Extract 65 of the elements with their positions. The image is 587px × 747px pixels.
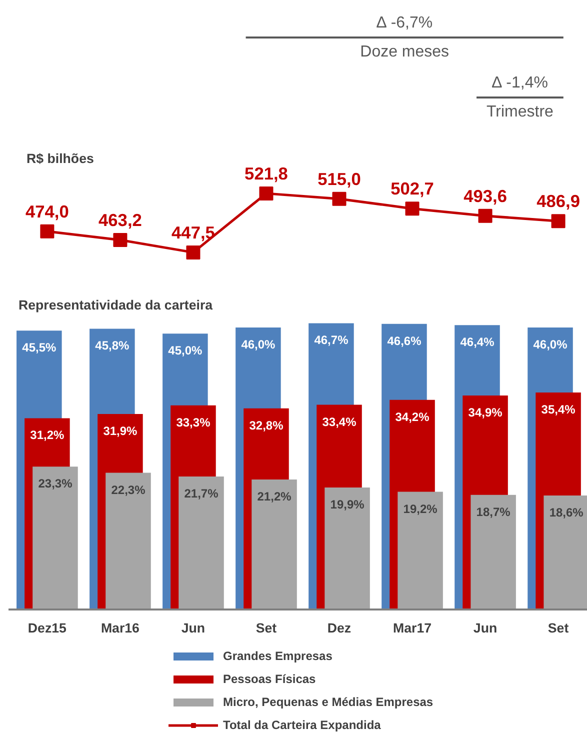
point (405, 202, 420, 216)
point (40, 224, 54, 238)
data-label: 21,2% (257, 490, 292, 504)
data-label: 22,3% (111, 482, 146, 497)
data-label: 21,7% (184, 486, 219, 500)
data-label: 32,8% (249, 418, 284, 432)
data-label: 23,3% (38, 476, 73, 491)
data-label: 493,6 (464, 186, 508, 206)
data-label: 46,0% (241, 338, 276, 352)
point (259, 186, 274, 200)
data-label: 34,2% (395, 410, 430, 424)
chart-title: Representatividade da carteira (18, 298, 214, 312)
data-label: 46,4% (460, 335, 495, 350)
data-label: 515,0 (318, 168, 361, 189)
data-label: 45,5% (22, 340, 57, 355)
x-tick-label: Jun (473, 620, 498, 636)
text: R$ bilhões (26, 151, 94, 166)
bar (32, 466, 78, 610)
point (113, 232, 128, 247)
data-label: 45,0% (168, 344, 203, 358)
data-label: 18,7% (476, 504, 511, 519)
data-label: 19,9% (330, 498, 365, 512)
bar (252, 480, 297, 610)
text: Doze meses (360, 44, 450, 60)
data-label: 35,4% (541, 402, 576, 416)
data-label: 19,2% (403, 502, 438, 516)
data-label: 33,4% (322, 414, 357, 429)
data-label: 502,7 (390, 178, 434, 199)
bar (398, 492, 443, 610)
x-tick-label: Mar17 (393, 620, 432, 636)
text: Trimestre (486, 104, 554, 120)
x-tick-label: Set (548, 620, 570, 636)
data-label: 18,6% (549, 505, 584, 520)
x-tick-label: Dez15 (28, 620, 68, 636)
data-label: 34,9% (468, 406, 503, 420)
bar (324, 488, 370, 610)
point (478, 208, 492, 223)
point (551, 214, 566, 228)
x-tick-label: Jun (181, 620, 206, 636)
data-label: 46,7% (314, 333, 349, 348)
data-label: 463,2 (98, 210, 142, 230)
data-label: 447,5 (172, 222, 216, 242)
point (332, 192, 346, 206)
data-label: 31,2% (30, 428, 65, 442)
text: ∆ -6,7% (376, 14, 433, 32)
legend-label: Pessoas Físicas (223, 672, 316, 686)
point (186, 245, 200, 260)
text: ∆ -1,4% (492, 74, 548, 92)
data-label: 33,3% (176, 415, 211, 430)
x-tick-label: Dez (327, 620, 352, 636)
legend-label: Grandes Empresas (223, 649, 332, 663)
bar (106, 472, 151, 610)
legend-label: Total da Carteira Expandida (223, 718, 381, 732)
data-label: 486,9 (536, 191, 580, 212)
data-label: 45,8% (95, 338, 130, 353)
legend-label: Micro, Pequenas e Médias Empresas (223, 695, 434, 709)
data-label: 46,0% (533, 338, 568, 352)
bar (178, 476, 224, 610)
bar (470, 494, 516, 610)
x-tick-label: Mar16 (100, 620, 140, 636)
x-tick-label: Set (256, 620, 278, 636)
data-label: 474,0 (26, 201, 69, 222)
data-label: 46,6% (387, 334, 422, 348)
data-label: 31,9% (103, 424, 138, 438)
data-label: 521,8 (244, 163, 288, 184)
